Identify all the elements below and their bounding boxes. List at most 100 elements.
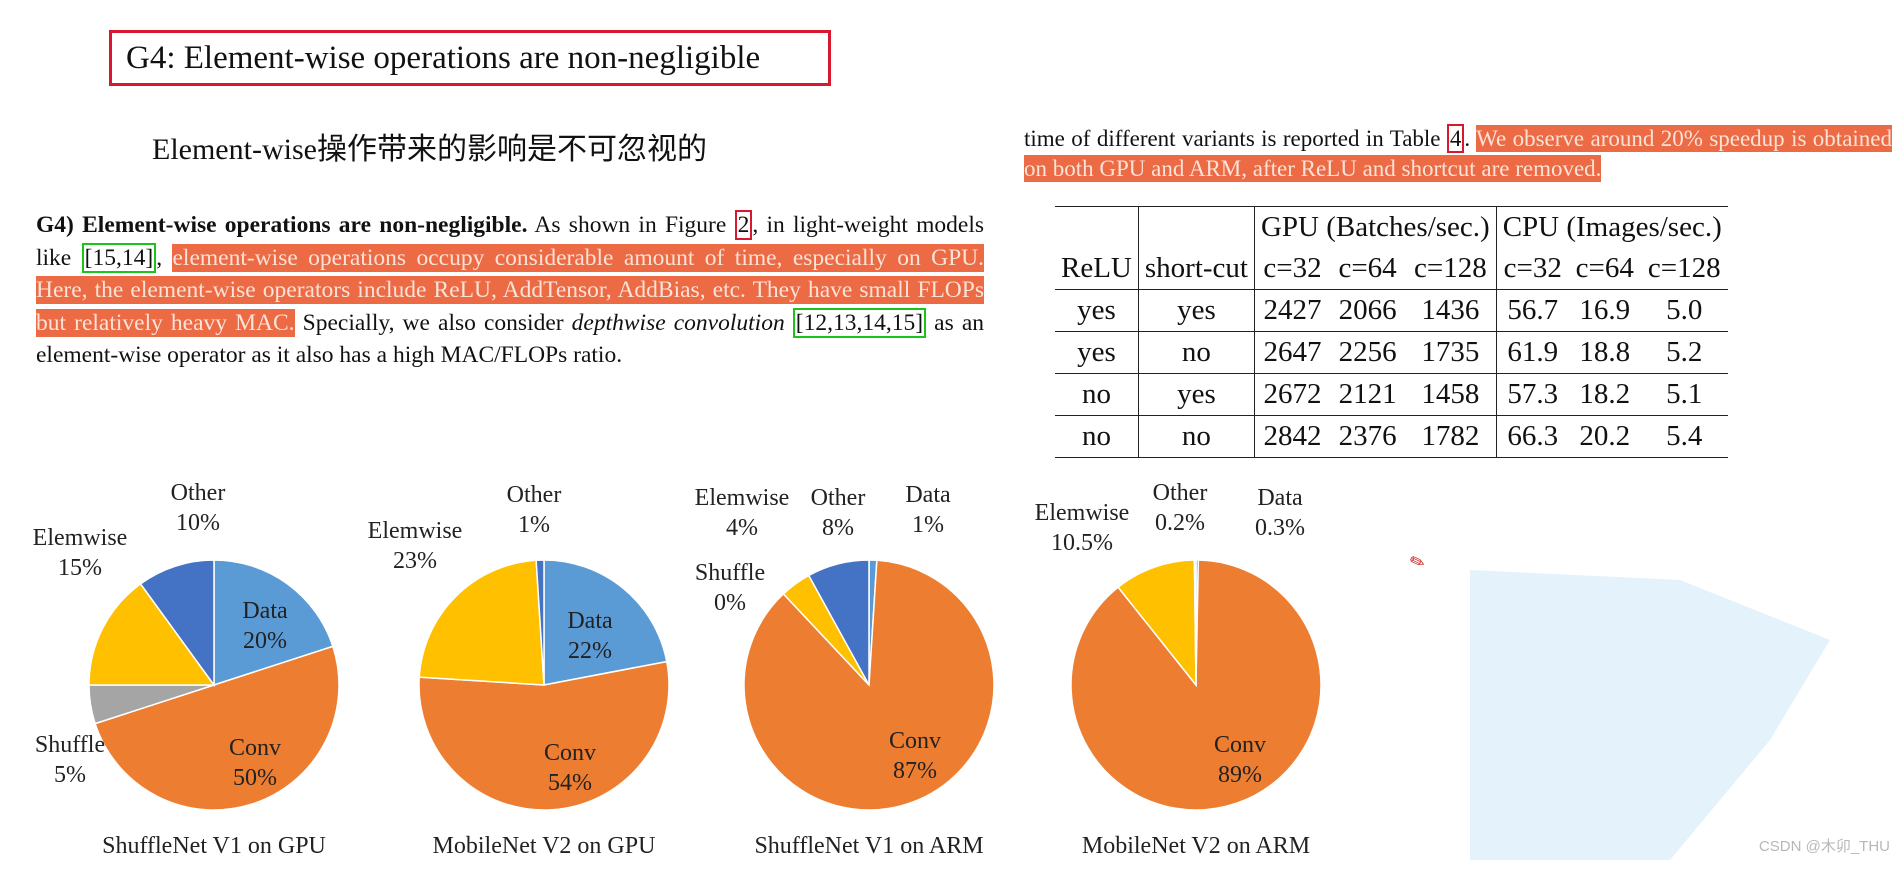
table-cell: 66.3: [1495, 415, 1569, 458]
table-cell: 18.8: [1568, 331, 1641, 374]
text-span: As shown in Figure: [527, 212, 735, 238]
table-header: ReLU: [1061, 252, 1132, 284]
table-header: c=64: [1575, 252, 1634, 284]
text-span: [785, 310, 793, 336]
table-row: yes no 2647 2256 1735 61.9 18.8 5.2: [1055, 331, 1728, 374]
table-cell: 18.2: [1568, 373, 1641, 416]
text-span: , in light-weight models like: [36, 212, 985, 271]
slice-label-data: Data: [1257, 485, 1303, 511]
slice-value-data: 1%: [912, 512, 944, 538]
pie-slice-other: [1193, 559, 1197, 686]
slice-label-elemwise: Elemwise: [368, 518, 463, 544]
table-cell: 61.9: [1495, 331, 1569, 374]
figure-ref-link[interactable]: 2: [734, 210, 753, 240]
results-table: GPU (Batches/sec.) CPU (Images/sec.) ReL…: [1055, 206, 1728, 458]
table-cell: [1137, 206, 1255, 248]
citation-link[interactable]: [12,13,14,15]: [792, 307, 927, 338]
slice-label-other: Other: [171, 480, 226, 506]
table-cell: 5.0: [1640, 289, 1728, 332]
pie-charts-figure: Data 20% Conv 50% Shuffle 5% Elemwise 15% Other 1…: [0, 470, 1400, 870]
table-cell: no: [1055, 373, 1139, 416]
table-cell: 5.1: [1640, 373, 1728, 416]
pen-icon[interactable]: ✎: [1406, 550, 1428, 575]
table-cell: 1458: [1405, 373, 1497, 416]
table-cell: 20.2: [1568, 415, 1641, 458]
table-cell: 5.2: [1640, 331, 1728, 374]
slice-label-data: Data: [567, 608, 613, 634]
pie-slice-other: [807, 559, 870, 686]
text-span: Specially, we also consider: [294, 309, 572, 336]
slice-value-conv: 54%: [548, 770, 592, 796]
gpu-group-header: GPU (Batches/sec.): [1253, 206, 1497, 248]
pie-charts-svg: Data 20% Conv 50% Shuffle 5% Elemwise 15% Other 1…: [33, 480, 1322, 859]
pie-chart-title: MobileNet V2 on GPU: [433, 833, 656, 859]
table-cell: yes: [1137, 289, 1255, 332]
pie-slice-other: [139, 559, 215, 688]
table-header: c=32: [1495, 248, 1569, 290]
citation-text: 12,13,14,15: [803, 309, 916, 336]
table-cell: 2842: [1253, 415, 1331, 458]
text-span: .: [1464, 126, 1477, 151]
slice-label-conv: Conv: [544, 740, 596, 766]
table-cell: 2376: [1330, 415, 1406, 458]
slice-label-data: Data: [905, 482, 951, 508]
table-header: c=32: [1253, 248, 1331, 290]
table-cell: no: [1055, 415, 1139, 458]
citation-text: 15,14: [92, 244, 146, 271]
slice-label-shuffle: Shuffle: [35, 732, 105, 758]
text-span: time of different variants is reported i…: [1024, 126, 1447, 151]
slice-label-data: Data: [242, 598, 288, 624]
slice-label-conv: Conv: [1214, 732, 1266, 758]
slide-title-text: G4: Element-wise operations are non-negl…: [126, 39, 761, 76]
table-cell: 2647: [1253, 331, 1331, 374]
table-header: c=128: [1647, 252, 1721, 284]
slide-subtitle: Element-wise操作带来的影响是不可忽视的: [152, 133, 707, 166]
watermark: CSDN @木卯_THU: [1758, 838, 1890, 855]
slice-value-shuffle: 0%: [714, 590, 746, 616]
table-header: c=64: [1338, 252, 1397, 284]
slice-label-elemwise: Elemwise: [33, 525, 128, 551]
slice-value-data: 0.3%: [1255, 515, 1305, 541]
table-cell: 2066: [1330, 289, 1406, 332]
pie-slice-data: [543, 559, 668, 686]
table-header: short-cut: [1137, 248, 1255, 290]
table-group-header-row: GPU (Batches/sec.) CPU (Images/sec.): [1055, 206, 1728, 248]
pie-chart-title: ShuffleNet V1 on ARM: [754, 833, 983, 859]
decorative-shape: [1470, 570, 1830, 860]
table-cell: 16.9: [1568, 289, 1641, 332]
pie-slice-elemwise: [88, 582, 216, 686]
pie-slice-elemwise: [418, 559, 545, 686]
slice-value-conv: 50%: [233, 765, 277, 791]
pie-slice-other: [535, 559, 545, 686]
slice-value-data: 22%: [568, 638, 612, 664]
slice-value-elemwise: 10.5%: [1051, 530, 1113, 556]
table-cell: 2121: [1330, 373, 1406, 416]
table-cell: 5.4: [1640, 415, 1728, 458]
text-span: as an element-wise operator as it also h…: [36, 309, 985, 369]
guideline-lead: G4) Element-wise operations are non-negl…: [36, 212, 528, 238]
table-cell: yes: [1055, 331, 1139, 374]
table-cell: 2672: [1253, 373, 1331, 416]
cpu-group-header: CPU (Images/sec.): [1495, 206, 1728, 248]
slice-value-elemwise: 23%: [393, 548, 437, 574]
table-ref-link[interactable]: 4: [1446, 124, 1465, 153]
table-cell: no: [1137, 331, 1255, 374]
table-cell: 2256: [1330, 331, 1406, 374]
text-span: ,: [156, 244, 173, 271]
table-row: no yes 2672 2121 1458 57.3 18.2 5.1: [1055, 373, 1728, 416]
table-header-row: ReLU short-cut c=32 c=64 c=128 c=32 c=64…: [1055, 248, 1728, 290]
slice-value-elemwise: 4%: [726, 515, 758, 541]
table-cell: 2427: [1253, 289, 1331, 332]
slice-value-shuffle: 5%: [54, 762, 86, 788]
table-cell: no: [1137, 415, 1255, 458]
slice-value-conv: 89%: [1218, 762, 1262, 788]
paper-paragraph-right: time of different variants is reported i…: [1024, 124, 1893, 184]
table-cell: 56.7: [1495, 289, 1569, 332]
table-header: c=128: [1414, 252, 1487, 284]
slice-label-elemwise: Elemwise: [1035, 500, 1130, 526]
slice-label-shuffle: Shuffle: [695, 560, 765, 586]
pie-chart-title: MobileNet V2 on ARM: [1082, 833, 1310, 859]
table-cell: yes: [1055, 289, 1139, 332]
citation-link[interactable]: [15,14]: [81, 242, 157, 273]
table-cell: yes: [1137, 373, 1255, 416]
